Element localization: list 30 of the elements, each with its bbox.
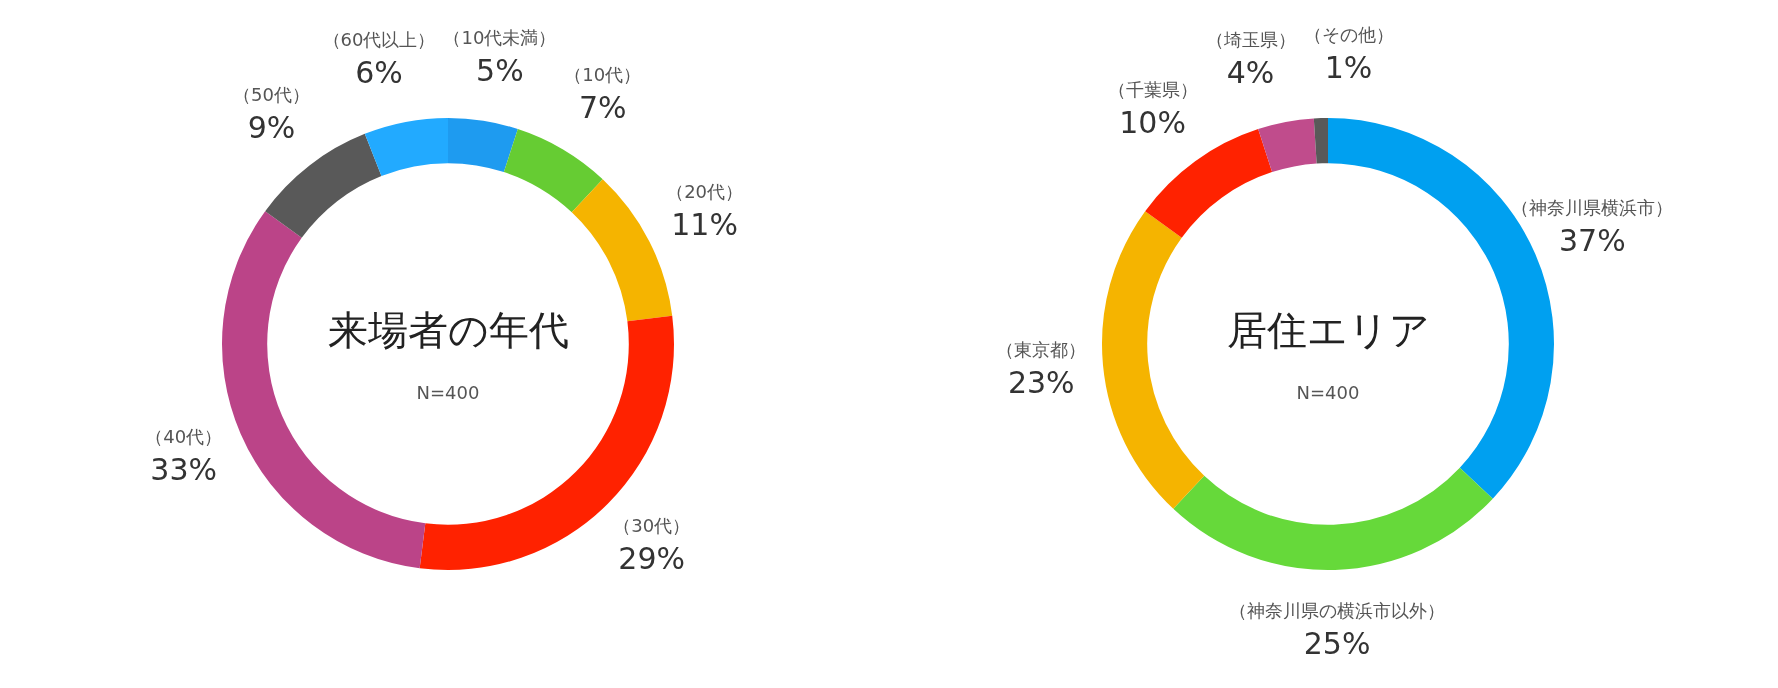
data-label: 37%: [1558, 223, 1626, 259]
data-label: 29%: [618, 541, 685, 577]
slice-label: （20代）: [666, 180, 744, 202]
text: 来場者の年代: [327, 307, 569, 354]
text: N=400: [416, 381, 480, 403]
data-label: 6%: [355, 54, 403, 90]
text: N=400: [1296, 381, 1360, 403]
data-label: 4%: [1226, 54, 1275, 90]
slice-label: （神奈川県の横浜市以外）: [1229, 599, 1446, 621]
text: 居住エリア: [1226, 307, 1430, 354]
slice-label: （東京都）: [996, 338, 1087, 360]
data-label: 1%: [1324, 49, 1373, 85]
slice-label: （50代）: [233, 84, 310, 106]
slice-label: （10代未満）: [443, 27, 557, 49]
slice-label: （40代）: [145, 426, 223, 448]
data-label: 10%: [1119, 104, 1186, 140]
slice-label: （30代）: [613, 515, 691, 537]
slice-label: （その他）: [1303, 23, 1394, 45]
data-label: 9%: [247, 110, 296, 146]
data-label: 33%: [150, 452, 218, 488]
data-label: 7%: [578, 89, 627, 125]
data-label: 11%: [671, 207, 738, 243]
slice-label: （10代）: [564, 63, 642, 85]
slice-label: （千葉県）: [1107, 78, 1198, 100]
slice-label: （埼玉県）: [1205, 28, 1296, 50]
slice-label: （神奈川県横浜市）: [1511, 197, 1674, 219]
data-label: 25%: [1303, 625, 1371, 661]
data-label: 23%: [1007, 364, 1075, 400]
slice-label: （60代以上）: [322, 28, 436, 50]
data-label: 5%: [476, 53, 524, 89]
